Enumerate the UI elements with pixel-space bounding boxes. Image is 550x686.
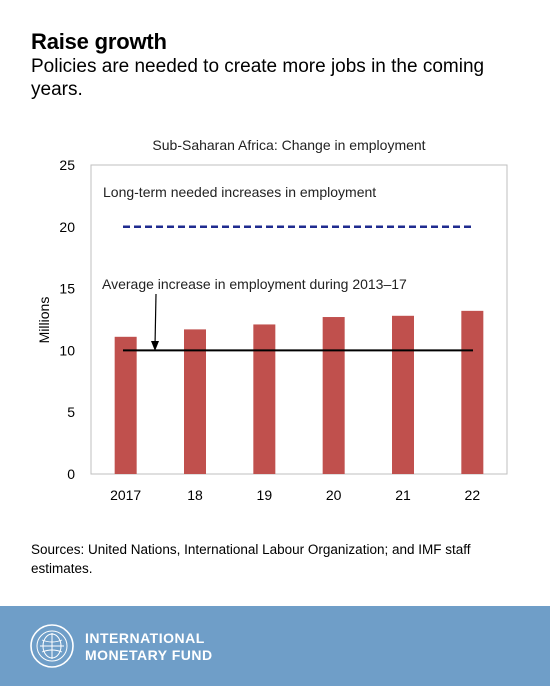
imf-seal-icon (30, 624, 74, 668)
needed-increase-label: Long-term needed increases in employment (103, 184, 376, 200)
annotation-arrow (154, 293, 157, 347)
org-name-line1: INTERNATIONAL (85, 630, 205, 646)
bar (461, 310, 484, 474)
bar (392, 315, 414, 474)
x-tick-label: 2017 (110, 487, 141, 503)
headline: Raise growth (31, 29, 167, 54)
y-axis-ticks: 0 5 10 15 20 25 (59, 157, 75, 482)
y-tick-label: 25 (59, 157, 75, 173)
bar (114, 336, 137, 474)
org-name: INTERNATIONAL MONETARY FUND (85, 630, 213, 664)
org-name-line2: MONETARY FUND (85, 647, 213, 663)
x-tick-label: 19 (257, 487, 273, 503)
employment-chart: Sub-Saharan Africa: Change in employment… (36, 137, 508, 503)
bar-series (114, 310, 484, 474)
y-tick-label: 5 (67, 404, 75, 420)
y-axis-label: Millions (36, 297, 52, 344)
y-tick-label: 20 (59, 219, 75, 235)
plot-area-frame (90, 164, 508, 475)
footer-bar: INTERNATIONAL MONETARY FUND (0, 606, 550, 686)
bar (322, 317, 345, 474)
bar (184, 329, 206, 474)
bar (253, 324, 276, 474)
x-tick-label: 18 (187, 487, 203, 503)
y-tick-label: 15 (59, 281, 75, 297)
y-tick-label: 0 (67, 466, 75, 482)
y-tick-label: 10 (59, 342, 75, 358)
chart-title: Sub-Saharan Africa: Change in employment (152, 137, 425, 153)
average-increase-label: Average increase in employment during 20… (102, 276, 407, 292)
sources-note: Sources: United Nations, International L… (31, 542, 471, 576)
x-tick-label: 21 (395, 487, 411, 503)
annotation-arrowhead (151, 341, 159, 351)
x-tick-label: 20 (326, 487, 342, 503)
subheadline: Policies are needed to create more jobs … (31, 56, 485, 100)
x-axis-ticks: 2017 18 19 20 21 22 (110, 487, 480, 503)
x-tick-label: 22 (465, 487, 481, 503)
